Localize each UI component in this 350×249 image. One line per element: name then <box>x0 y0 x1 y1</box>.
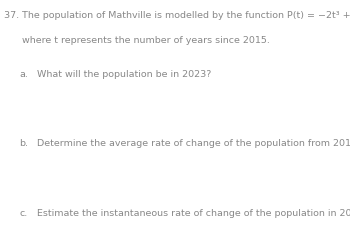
Text: Determine the average rate of change of the population from 2018 to 2028.: Determine the average rate of change of … <box>37 139 350 148</box>
Text: c.: c. <box>19 209 28 218</box>
Text: 37. The population of Mathville is modelled by the function P(t) = −2t³ + 54t² −: 37. The population of Mathville is model… <box>4 11 350 20</box>
Text: where t represents the number of years since 2015.: where t represents the number of years s… <box>4 36 270 45</box>
Text: b.: b. <box>19 139 28 148</box>
Text: Estimate the instantaneous rate of change of the population in 2037.: Estimate the instantaneous rate of chang… <box>37 209 350 218</box>
Text: a.: a. <box>19 70 28 79</box>
Text: What will the population be in 2023?: What will the population be in 2023? <box>37 70 211 79</box>
